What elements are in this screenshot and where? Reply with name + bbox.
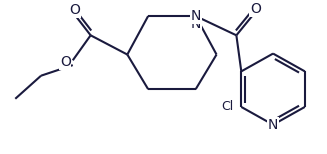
Text: O: O	[250, 2, 261, 16]
Text: N: N	[268, 118, 278, 132]
Text: Cl: Cl	[221, 100, 233, 113]
Text: N: N	[191, 9, 201, 23]
Text: N: N	[191, 17, 201, 31]
Text: O: O	[69, 3, 80, 17]
Text: O: O	[60, 55, 71, 69]
